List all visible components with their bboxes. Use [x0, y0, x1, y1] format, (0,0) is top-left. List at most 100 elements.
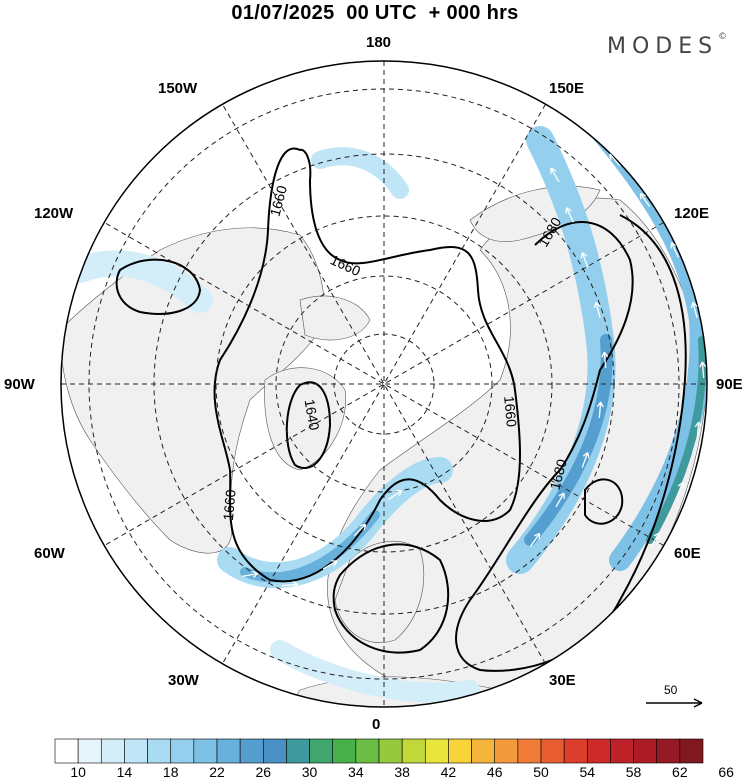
lon-label-150e: 150E [549, 80, 585, 97]
colorbar-swatch [540, 738, 565, 764]
colorbar-swatch [216, 738, 241, 764]
colorbar [54, 738, 704, 764]
map-border [60, 60, 708, 708]
contour-1660-main [213, 147, 521, 583]
colorbar-swatch [494, 738, 519, 764]
colorbar-swatch [656, 738, 681, 764]
colorbar-swatch [401, 738, 426, 764]
contour-closed-west [115, 258, 202, 315]
colorbar-swatch [355, 738, 380, 764]
colorbar-swatch [378, 738, 403, 764]
colorbar-swatch [586, 738, 611, 764]
wind-arrow [565, 207, 574, 223]
land-arctic-islands [299, 295, 371, 341]
polar-map: 1660 1680 1660 1640 1660 1680 1660 [60, 60, 708, 708]
colorbar-tick-label: 58 [625, 764, 642, 780]
contour-1680-europe [332, 543, 450, 654]
colorbar-tick-label: 46 [486, 764, 503, 780]
lon-label-0: 0 [372, 716, 381, 733]
lon-label-180: 180 [366, 34, 392, 51]
wind-patch-west [67, 250, 213, 313]
colorbar-swatch [448, 738, 472, 764]
wind-arrow [699, 361, 707, 379]
contour-label: 1660 [501, 395, 520, 428]
contour-1680-asia [455, 214, 687, 672]
colorbar-swatch [54, 738, 79, 764]
colorbar-tick-label: 30 [301, 764, 318, 780]
colorbar-tick-label: 54 [579, 764, 596, 780]
land-north-america [61, 227, 325, 554]
colorbar-swatch [100, 738, 125, 764]
wind-patch-north [311, 147, 409, 199]
colorbar-tick-label: 42 [440, 764, 457, 780]
colorbar-tick-label: 26 [255, 764, 272, 780]
colorbar-tick-label: 10 [70, 764, 86, 780]
colorbar-tick-label: 14 [116, 764, 133, 780]
latitude-ring [275, 275, 493, 493]
colorbar-swatch [610, 738, 634, 764]
contour-label: 1680 [546, 457, 570, 491]
lon-label-90w: 90W [4, 376, 35, 393]
wind-arrow [694, 421, 702, 439]
colorbar-swatch [239, 738, 264, 764]
reference-vector-arrow-icon [646, 698, 703, 708]
lon-label-120w: 120W [34, 205, 74, 222]
contour-label: 1660 [220, 489, 239, 522]
reference-vector-label: 50 [664, 683, 678, 697]
wind-vectors [242, 153, 707, 589]
lon-label-60w: 60W [34, 545, 65, 562]
lon-label-90e: 90E [716, 376, 743, 393]
wind-arrow [593, 301, 601, 318]
wind-arrow [242, 570, 259, 578]
graticule [61, 61, 707, 707]
colorbar-tick-label: 66 [718, 764, 734, 780]
colorbar-swatch [170, 738, 195, 764]
wind-arrow [529, 532, 541, 547]
wind-arrow [322, 560, 338, 570]
land-europe-coast [334, 540, 425, 643]
colorbar-swatch [332, 738, 357, 764]
contour-closed-east [584, 478, 624, 525]
wind-arrow [690, 301, 698, 318]
wind-arrow [581, 451, 590, 468]
wind-arrow [388, 489, 403, 501]
colorbar-swatch [471, 738, 496, 764]
wind-arrow [550, 167, 560, 183]
colorbar-swatch [286, 738, 310, 764]
colorbar-swatch [633, 738, 658, 764]
colorbar-swatch [124, 738, 148, 764]
wind-arrow [580, 251, 589, 268]
brand-logo: MODES© [607, 32, 728, 59]
colorbar-tick-label: 34 [348, 764, 364, 780]
brand-name: MODES [607, 34, 719, 59]
colorbar-swatch [77, 738, 102, 764]
colorbar-swatch [309, 738, 334, 764]
contour-label: 1640 [301, 398, 322, 432]
map-title: 01/07/2025 00 UTC + 000 hrs [231, 2, 519, 24]
wind-arrow [555, 492, 565, 508]
colorbar-tick-label: 38 [394, 764, 410, 780]
height-contours [115, 147, 687, 672]
colorbar-tick-label: 62 [672, 764, 688, 780]
lon-label-60e: 60E [674, 545, 701, 562]
colorbar-swatch [193, 738, 218, 764]
colorbar-swatch [679, 738, 704, 764]
contour-1640-arctic [285, 381, 332, 470]
colorbar-swatch [563, 738, 588, 764]
colorbar-swatch [424, 738, 449, 764]
lon-label-30e: 30E [549, 672, 576, 689]
colorbar-swatch [517, 738, 542, 764]
wind-arrow [639, 192, 651, 207]
wind-arrow [281, 581, 299, 589]
wind-arrow [676, 481, 685, 498]
colorbar-tick-label: 18 [162, 764, 179, 780]
colorbar-swatch [262, 738, 287, 764]
lon-label-150w: 150W [158, 80, 198, 97]
lon-label-30w: 30W [168, 672, 199, 689]
colorbar-tick-label: 50 [533, 764, 549, 780]
copyright-mark: © [718, 32, 728, 42]
wind-arrow [353, 523, 367, 537]
wind-patch-south [270, 640, 480, 703]
wind-arrow [670, 242, 679, 258]
jet-stream-asia-core [524, 334, 613, 546]
